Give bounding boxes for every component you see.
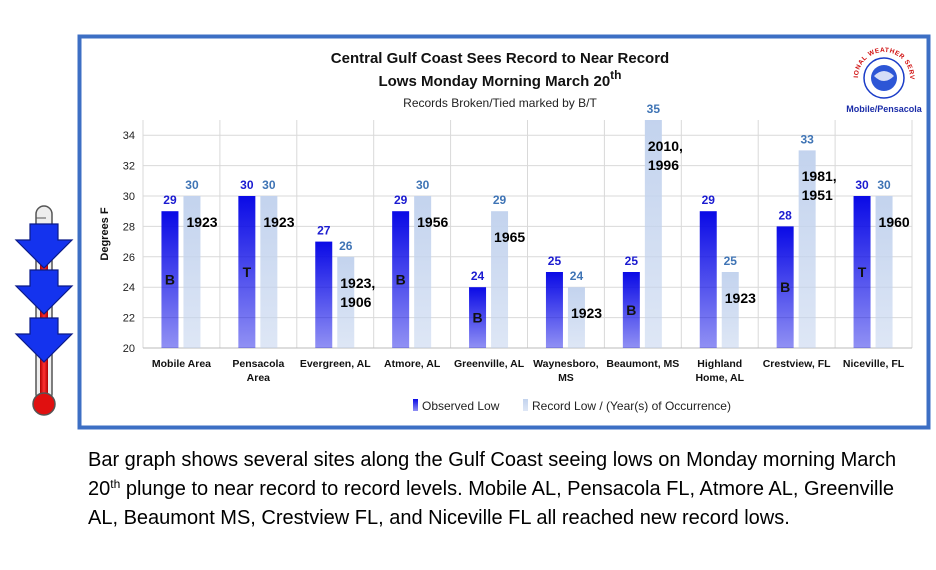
bar bbox=[622, 272, 640, 348]
bar bbox=[644, 120, 662, 348]
bar bbox=[183, 196, 201, 348]
bar bbox=[798, 150, 816, 348]
bar bbox=[545, 272, 563, 348]
caption-text: Bar graph shows several sites along the … bbox=[88, 449, 897, 500]
y-tick-label: 30 bbox=[123, 191, 135, 203]
caption: Bar graph shows several sites along the … bbox=[88, 446, 908, 533]
year-label: 1923 bbox=[263, 214, 295, 230]
legend-swatch bbox=[523, 399, 528, 411]
value-label: 29 bbox=[493, 193, 507, 207]
year-label: 1923 bbox=[724, 290, 756, 306]
chart-title-sup: th bbox=[610, 68, 622, 82]
caption-sup: th bbox=[110, 477, 121, 491]
year-label: 1981, 1951 bbox=[801, 168, 837, 204]
year-label: 2010, 1996 bbox=[647, 138, 683, 173]
chart-title: Lows Monday Morning March 20th bbox=[200, 69, 800, 90]
record-marker: B bbox=[165, 272, 175, 288]
bar bbox=[414, 196, 432, 348]
chart-title: Central Gulf Coast Sees Record to Near R… bbox=[330, 50, 670, 67]
bar bbox=[776, 226, 794, 348]
logo-office: Mobile/Pensacola bbox=[846, 104, 923, 114]
value-label: 26 bbox=[339, 239, 353, 253]
value-label: 29 bbox=[702, 193, 716, 207]
value-label: 29 bbox=[394, 193, 408, 207]
value-label: 28 bbox=[778, 208, 792, 222]
value-label: 30 bbox=[185, 178, 199, 192]
x-tick-label: Atmore, AL bbox=[384, 358, 441, 370]
record-marker: B bbox=[626, 302, 636, 318]
value-label: 24 bbox=[471, 269, 485, 283]
legend-label: Observed Low bbox=[422, 399, 500, 413]
value-label: 30 bbox=[855, 178, 869, 192]
record-marker: T bbox=[243, 264, 252, 280]
y-tick-label: 34 bbox=[123, 130, 135, 142]
x-tick-label: Crestview, FL bbox=[762, 358, 831, 370]
legend-label: Record Low / (Year(s) of Occurrence) bbox=[532, 399, 731, 413]
bar bbox=[875, 196, 893, 348]
year-label: 1956 bbox=[417, 214, 449, 230]
bar bbox=[260, 196, 278, 348]
bar bbox=[392, 211, 410, 348]
bar bbox=[161, 211, 179, 348]
y-axis-label: Degrees F bbox=[99, 207, 111, 260]
x-tick-label: Greenville, AL bbox=[453, 358, 525, 370]
record-marker: B bbox=[472, 310, 482, 326]
bar bbox=[238, 196, 256, 348]
value-label: 30 bbox=[240, 178, 254, 192]
x-tick-label: Waynesboro, MS bbox=[533, 358, 599, 384]
year-label: 1923, 1906 bbox=[340, 274, 376, 310]
y-tick-label: 26 bbox=[123, 252, 135, 264]
bar bbox=[567, 287, 585, 348]
y-tick-label: 20 bbox=[123, 343, 135, 355]
year-label: 1960 bbox=[878, 214, 910, 230]
x-tick-label: Pensacola Area bbox=[232, 358, 285, 384]
x-tick-label: Niceville, FL bbox=[842, 358, 905, 370]
x-tick-label: Beaumont, MS bbox=[606, 358, 680, 370]
y-tick-label: 22 bbox=[123, 313, 135, 325]
bar bbox=[853, 196, 871, 348]
value-label: 30 bbox=[416, 178, 430, 192]
value-label: 24 bbox=[570, 269, 584, 283]
bar bbox=[337, 256, 355, 348]
year-label: 1923 bbox=[186, 214, 218, 230]
value-label: 35 bbox=[647, 102, 661, 116]
value-label: 25 bbox=[625, 254, 639, 268]
value-label: 27 bbox=[317, 224, 331, 238]
legend-swatch bbox=[413, 399, 418, 411]
year-label: 1923 bbox=[570, 305, 603, 322]
caption-text: plunge to near record to record levels. … bbox=[88, 478, 895, 529]
y-tick-label: 28 bbox=[123, 221, 135, 233]
x-tick-label: Mobile Area bbox=[151, 358, 211, 370]
bar bbox=[721, 272, 739, 348]
x-tick-label: Highland Home, AL bbox=[695, 358, 745, 384]
record-marker: T bbox=[858, 264, 867, 280]
chart-subtitle: Records Broken/Tied marked by B/T bbox=[403, 96, 597, 110]
value-label: 29 bbox=[163, 193, 177, 207]
record-marker: B bbox=[780, 279, 790, 295]
value-label: 25 bbox=[548, 254, 562, 268]
year-label: 1965 bbox=[494, 229, 526, 246]
bar bbox=[491, 211, 509, 348]
bar bbox=[469, 287, 487, 348]
thermometer bbox=[14, 205, 74, 416]
y-tick-label: 24 bbox=[123, 282, 135, 294]
x-tick-label: Evergreen, AL bbox=[299, 358, 371, 370]
value-label: 25 bbox=[724, 254, 738, 268]
bar bbox=[699, 211, 717, 348]
chart-title-text: Lows Monday Morning March 20 bbox=[378, 73, 611, 90]
value-label: 30 bbox=[877, 178, 891, 192]
record-marker: B bbox=[396, 272, 406, 288]
value-label: 33 bbox=[800, 132, 814, 146]
value-label: 30 bbox=[262, 178, 276, 192]
y-tick-label: 32 bbox=[123, 161, 135, 173]
bar bbox=[315, 241, 333, 348]
